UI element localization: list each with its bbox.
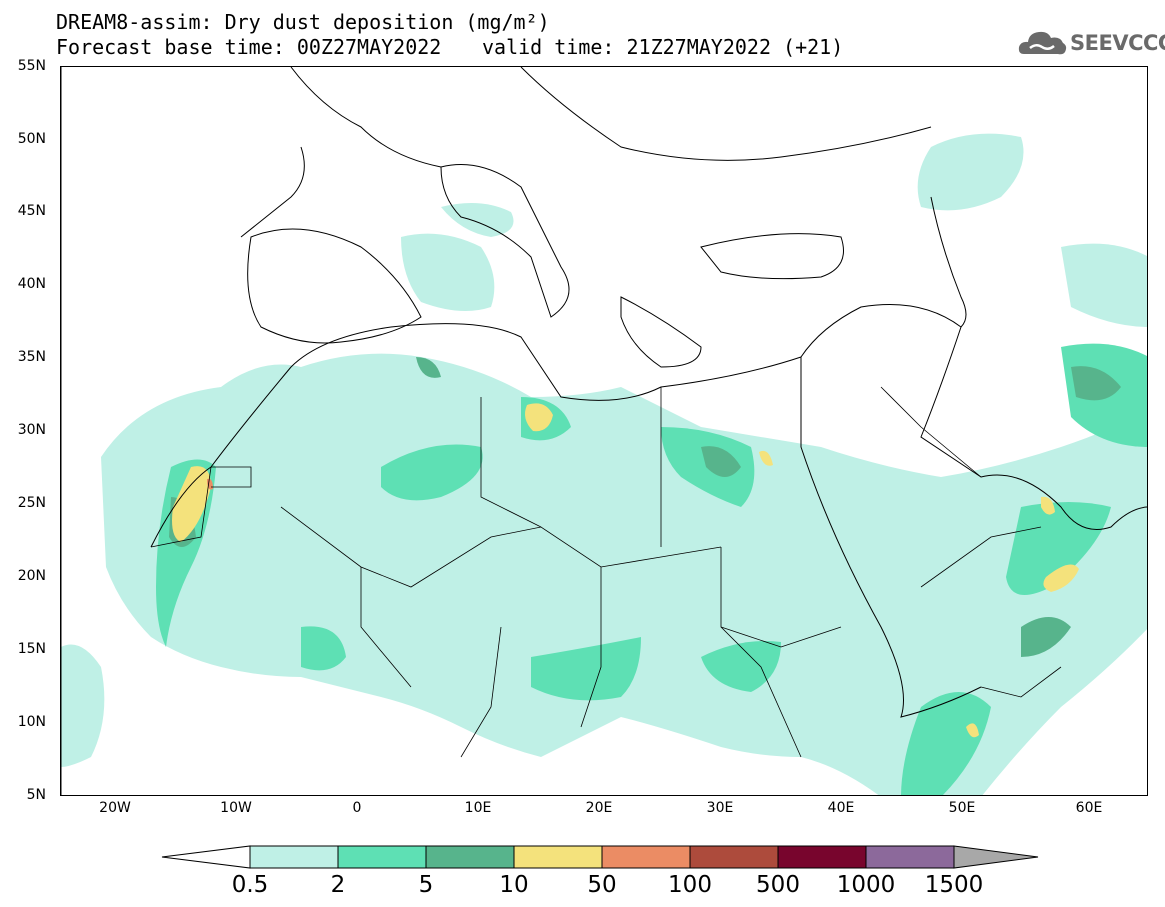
lon-label-50e: 50E: [948, 800, 976, 816]
lat-label-30n: 30N: [17, 422, 46, 438]
lat-label-35n: 35N: [17, 349, 46, 365]
lon-label-0: 0: [352, 800, 362, 816]
dust-field-yellow: [172, 403, 1079, 738]
lat-label-20n: 20N: [17, 568, 46, 584]
lat-label-5n: 5N: [26, 787, 46, 803]
colorbar-under-arrow: [161, 845, 251, 869]
lon-label-30e: 30E: [706, 800, 734, 816]
lat-label-25n: 25N: [17, 495, 46, 511]
lon-label-60e: 60E: [1075, 800, 1103, 816]
colorbar-bin-1: [337, 845, 427, 869]
logo-text: SEEVCCC: [1070, 31, 1165, 55]
colorbar: [161, 845, 1039, 869]
lat-label-50n: 50N: [17, 131, 46, 147]
map-canvas: [61, 67, 1147, 795]
colorbar-bin-7: [865, 845, 955, 869]
colorbar-label-0: 0.5: [231, 872, 269, 898]
chart-subtitle: Forecast base time: 00Z27MAY2022 valid ti…: [56, 35, 843, 59]
map-frame: [60, 66, 1148, 796]
colorbar-bin-0: [249, 845, 339, 869]
lat-label-55n: 55N: [17, 58, 46, 74]
dust-field-light: [61, 133, 1147, 795]
lon-label-10w: 10W: [220, 800, 252, 816]
colorbar-label-3: 10: [499, 872, 529, 898]
lat-label-15n: 15N: [17, 641, 46, 657]
colorbar-bin-2: [425, 845, 515, 869]
colorbar-bin-3: [513, 845, 603, 869]
lon-label-20w: 20W: [99, 800, 131, 816]
lat-label-45n: 45N: [17, 203, 46, 219]
lon-label-20e: 20E: [585, 800, 613, 816]
chart-title: DREAM8-assim: Dry dust deposition (mg/m²…: [56, 10, 550, 34]
valid-time: valid time: 21Z27MAY2022 (+21): [482, 35, 844, 59]
colorbar-over-arrow: [953, 845, 1039, 869]
lon-label-10e: 10E: [464, 800, 492, 816]
colorbar-label-4: 50: [587, 872, 617, 898]
colorbar-bin-5: [689, 845, 779, 869]
colorbar-label-8: 1500: [924, 872, 984, 898]
colorbar-label-6: 500: [756, 872, 800, 898]
lon-label-40e: 40E: [827, 800, 855, 816]
seevccc-logo: SEEVCCC: [1018, 26, 1165, 60]
colorbar-label-5: 100: [668, 872, 712, 898]
colorbar-bin-4: [601, 845, 691, 869]
colorbar-label-2: 5: [418, 872, 434, 898]
country-borders: [150, 386, 1062, 758]
coastlines: [150, 67, 1147, 718]
colorbar-label-7: 1000: [836, 872, 896, 898]
lat-label-40n: 40N: [17, 276, 46, 292]
colorbar-label-1: 2: [330, 872, 346, 898]
colorbar-bin-6: [777, 845, 867, 869]
cloud-icon: [1018, 31, 1067, 55]
forecast-base-time: Forecast base time: 00Z27MAY2022: [56, 35, 442, 59]
lat-label-10n: 10N: [17, 714, 46, 730]
